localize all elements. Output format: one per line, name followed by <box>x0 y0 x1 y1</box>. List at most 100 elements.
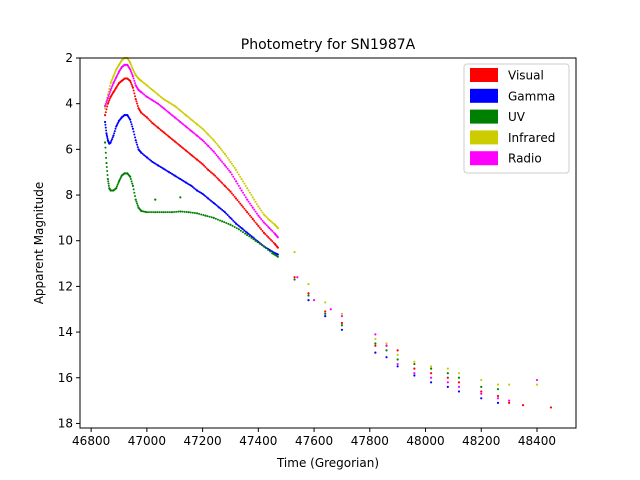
data-point <box>130 71 133 74</box>
data-point <box>268 219 271 222</box>
y-tick-label: 6 <box>65 142 73 156</box>
data-point <box>271 221 274 224</box>
data-point <box>413 360 416 363</box>
data-point <box>225 154 228 157</box>
data-point <box>219 180 222 183</box>
data-point <box>207 168 210 172</box>
data-point <box>221 149 224 152</box>
data-point <box>521 404 525 407</box>
data-point <box>107 184 110 187</box>
legend-swatch-uv <box>470 109 498 124</box>
data-point <box>258 226 261 229</box>
data-point <box>135 200 138 203</box>
data-point <box>240 204 243 207</box>
data-point <box>200 138 203 141</box>
data-point <box>244 232 247 235</box>
data-point <box>226 156 229 159</box>
data-point <box>180 122 183 125</box>
data-point <box>111 83 114 86</box>
data-point <box>247 232 250 235</box>
data-point <box>396 362 399 366</box>
data-point <box>109 141 112 144</box>
data-point <box>132 130 135 133</box>
data-point <box>396 358 399 361</box>
data-point <box>158 211 161 214</box>
data-point <box>152 211 155 214</box>
data-point <box>242 231 245 234</box>
data-point <box>236 223 239 226</box>
data-point <box>221 182 224 185</box>
data-point <box>145 156 148 159</box>
legend-label-infrared: Infrared <box>508 131 555 145</box>
y-axis: 2 4 6 8 10 12 14 16 18 <box>58 51 80 430</box>
data-point <box>396 353 399 357</box>
data-point <box>150 87 153 90</box>
data-point <box>107 180 110 183</box>
data-point <box>176 142 179 145</box>
data-point <box>222 151 225 154</box>
data-point <box>168 111 171 114</box>
data-point <box>324 314 327 318</box>
data-point <box>293 251 296 254</box>
data-point <box>180 146 183 149</box>
data-point <box>257 214 260 217</box>
data-point <box>131 73 134 76</box>
data-point <box>140 91 143 94</box>
data-point <box>340 321 344 325</box>
data-point <box>236 171 239 174</box>
data-point <box>496 394 500 398</box>
data-point <box>272 241 275 244</box>
data-point <box>116 183 119 186</box>
data-point <box>201 163 204 166</box>
data-point <box>214 152 217 155</box>
data-point <box>200 126 203 129</box>
data-point <box>413 362 416 366</box>
data-point <box>198 125 201 128</box>
data-point <box>243 194 246 197</box>
data-point <box>209 199 212 202</box>
data-point <box>232 219 235 222</box>
data-point <box>237 173 240 176</box>
data-point <box>229 171 232 174</box>
data-point <box>208 134 211 137</box>
data-point <box>114 127 117 130</box>
data-point <box>202 214 205 217</box>
data-point <box>195 158 199 161</box>
data-point <box>324 312 327 315</box>
data-point <box>268 237 271 240</box>
data-point <box>103 104 107 108</box>
data-point <box>215 204 218 207</box>
data-point <box>156 211 159 214</box>
x-tick-label: 48000 <box>406 434 444 448</box>
data-point <box>183 112 186 115</box>
x-tick-label: 47200 <box>184 434 222 448</box>
data-point <box>385 356 388 359</box>
data-point <box>140 151 143 154</box>
data-point <box>262 221 266 224</box>
data-point <box>115 185 118 188</box>
data-point <box>197 159 200 162</box>
data-point <box>106 177 109 181</box>
data-point <box>176 118 179 121</box>
x-tick-label: 47800 <box>351 434 389 448</box>
data-point <box>162 107 165 110</box>
data-point <box>170 211 174 214</box>
data-point <box>166 134 169 137</box>
data-point <box>189 128 192 131</box>
data-point <box>154 91 157 94</box>
data-point <box>131 125 134 128</box>
data-point <box>191 186 194 189</box>
data-point <box>131 184 135 187</box>
data-point <box>129 61 132 64</box>
data-point <box>243 182 246 185</box>
data-point <box>211 137 214 140</box>
data-point <box>129 118 132 121</box>
data-point <box>218 179 221 182</box>
data-point <box>105 132 108 135</box>
data-point <box>154 124 157 127</box>
data-point <box>214 203 217 206</box>
data-point <box>457 381 461 384</box>
data-point <box>247 189 250 192</box>
data-point <box>112 134 115 137</box>
data-point <box>254 210 257 213</box>
